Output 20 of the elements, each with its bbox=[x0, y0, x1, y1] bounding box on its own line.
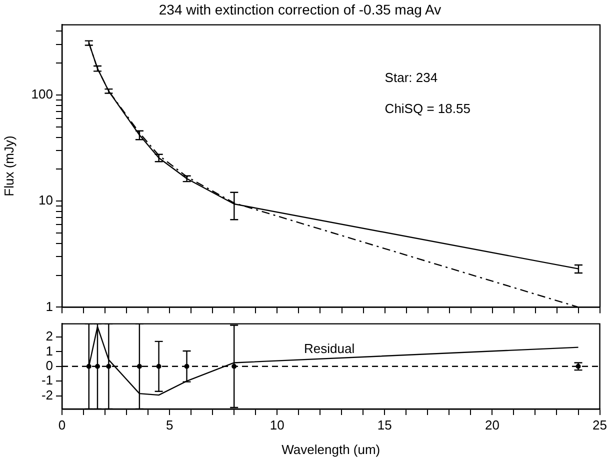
y-tick-label: 0 bbox=[46, 358, 53, 373]
annotation: Residual bbox=[304, 340, 355, 356]
x-tick-label: 25 bbox=[592, 417, 608, 432]
x-axis-title: Wavelength (um) bbox=[282, 442, 380, 457]
y-tick-label: 2 bbox=[46, 328, 53, 344]
y-tick-label: 1 bbox=[46, 298, 53, 314]
y-tick-label: 10 bbox=[38, 192, 53, 208]
y-tick-label: 1 bbox=[46, 343, 53, 358]
annotation: ChiSQ = 18.55 bbox=[384, 101, 470, 116]
y-tick-label: -2 bbox=[41, 387, 53, 402]
x-tick-label: 10 bbox=[270, 417, 284, 432]
x-tick-label: 20 bbox=[484, 417, 500, 432]
y-axis-title: Flux (mJy) bbox=[1, 136, 16, 196]
x-tick-label: 5 bbox=[166, 417, 174, 432]
y-tick-label: 100 bbox=[31, 86, 53, 102]
x-tick-label: 15 bbox=[377, 417, 392, 432]
x-tick-label: 0 bbox=[58, 417, 66, 432]
y-tick-label: -1 bbox=[41, 372, 53, 388]
annotation: Star: 234 bbox=[384, 70, 438, 86]
chart-title: 234 with extinction correction of -0.35 mag Av bbox=[158, 1, 442, 18]
